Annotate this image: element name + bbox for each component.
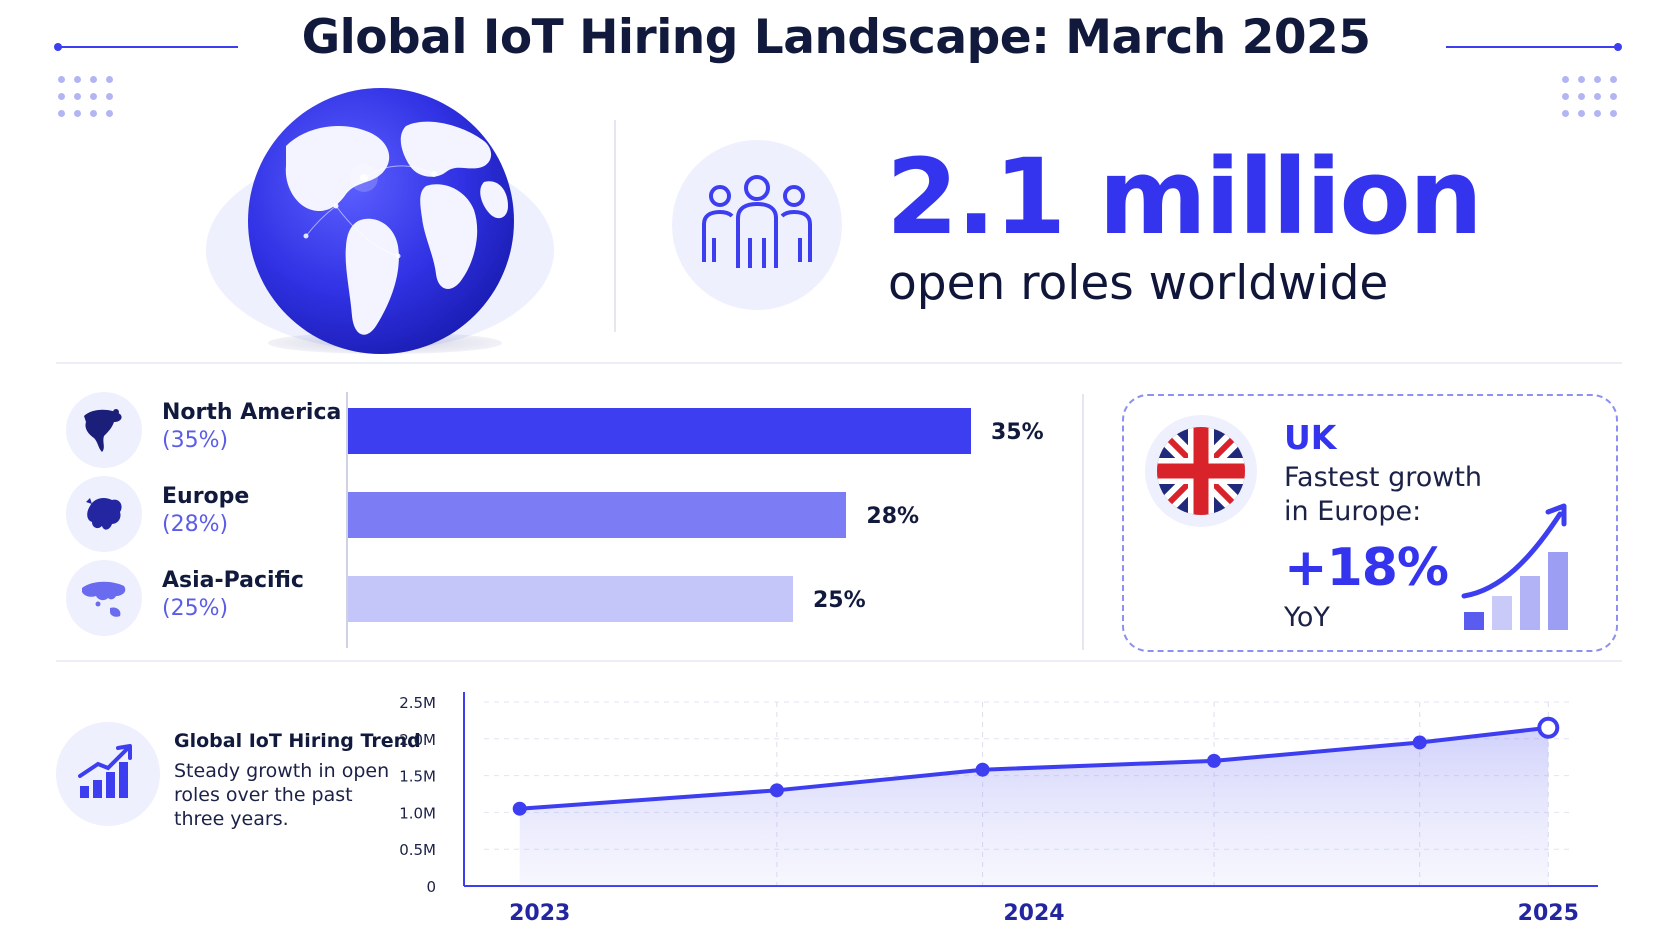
hero-value: 2.1 million bbox=[886, 136, 1483, 258]
uk-growth-period: YoY bbox=[1284, 602, 1330, 633]
hero-subtitle: open roles worldwide bbox=[888, 256, 1389, 311]
trend-area bbox=[519, 727, 1549, 886]
people-icon-background bbox=[672, 140, 842, 310]
y-tick-label: 0 bbox=[426, 878, 436, 896]
header-divider-right bbox=[1446, 43, 1622, 51]
trend-line-chart: 0 0.5M 1.0M 1.5M 2.0M 2.5M 2023 2024 2025 bbox=[400, 692, 1598, 926]
uk-country-name: UK bbox=[1284, 418, 1337, 457]
bar-europe bbox=[348, 492, 847, 538]
hero-divider bbox=[614, 120, 616, 332]
y-tick-label: 2.0M bbox=[400, 731, 436, 749]
growth-chart-icon bbox=[1461, 503, 1568, 630]
region-pct-europe: (28%) bbox=[162, 512, 229, 537]
bar-asia-pacific bbox=[348, 576, 793, 622]
y-tick-label: 1.5M bbox=[400, 768, 436, 786]
trend-point bbox=[1412, 735, 1427, 750]
decorative-dots-left bbox=[58, 76, 113, 117]
uk-growth-value: +18% bbox=[1284, 538, 1449, 598]
y-tick-label: 2.5M bbox=[400, 694, 436, 712]
trend-title: Global IoT Hiring Trend bbox=[174, 730, 421, 752]
trend-description-line3: three years. bbox=[174, 808, 289, 830]
section-divider-2 bbox=[56, 660, 1622, 662]
region-name-asia-pacific: Asia-Pacific bbox=[162, 568, 304, 593]
trend-line bbox=[519, 725, 1549, 811]
region-name-north-america: North America bbox=[162, 400, 342, 425]
europe-map-icon bbox=[66, 476, 142, 552]
x-tick-label: 2024 bbox=[1003, 901, 1064, 926]
bar-label-asia-pacific: 25% bbox=[813, 588, 866, 613]
globe-icon bbox=[248, 88, 514, 354]
uk-flag-icon bbox=[1145, 415, 1257, 527]
north-america-map-icon bbox=[66, 392, 142, 468]
section-divider-1 bbox=[56, 362, 1622, 364]
bar-label-north-america: 35% bbox=[991, 420, 1044, 445]
x-tick-label: 2023 bbox=[509, 901, 570, 926]
header-divider-left bbox=[54, 43, 238, 51]
trend-point bbox=[975, 762, 990, 777]
y-tick-label: 0.5M bbox=[400, 841, 436, 859]
region-name-europe: Europe bbox=[162, 484, 250, 509]
trend-point bbox=[1207, 753, 1221, 768]
trend-point bbox=[1537, 716, 1560, 739]
asia-pacific-map-icon bbox=[66, 560, 142, 636]
region-pct-asia-pacific: (25%) bbox=[162, 596, 229, 621]
x-tick-label: 2025 bbox=[1518, 901, 1579, 926]
y-tick-label: 1.0M bbox=[400, 804, 436, 822]
bars-axis bbox=[346, 392, 348, 648]
trend-chart-icon bbox=[78, 744, 132, 798]
uk-highlight-card bbox=[1122, 394, 1618, 652]
uk-description-line2: in Europe: bbox=[1284, 496, 1422, 527]
people-group-icon bbox=[702, 175, 812, 268]
bar-label-europe: 28% bbox=[866, 504, 920, 529]
trend-point bbox=[769, 783, 784, 798]
trend-description-line2: roles over the past bbox=[174, 784, 353, 806]
trend-description-line1: Steady growth in open bbox=[174, 760, 390, 782]
uk-description-line1: Fastest growth bbox=[1284, 462, 1483, 493]
region-pct-north-america: (35%) bbox=[162, 428, 229, 453]
bar-north-america bbox=[348, 408, 971, 454]
decorative-dots-right bbox=[1562, 76, 1617, 117]
trend-point bbox=[512, 801, 527, 816]
page-title: Global IoT Hiring Landscape: March 2025 bbox=[301, 10, 1371, 65]
section-divider-vertical bbox=[1082, 394, 1084, 650]
